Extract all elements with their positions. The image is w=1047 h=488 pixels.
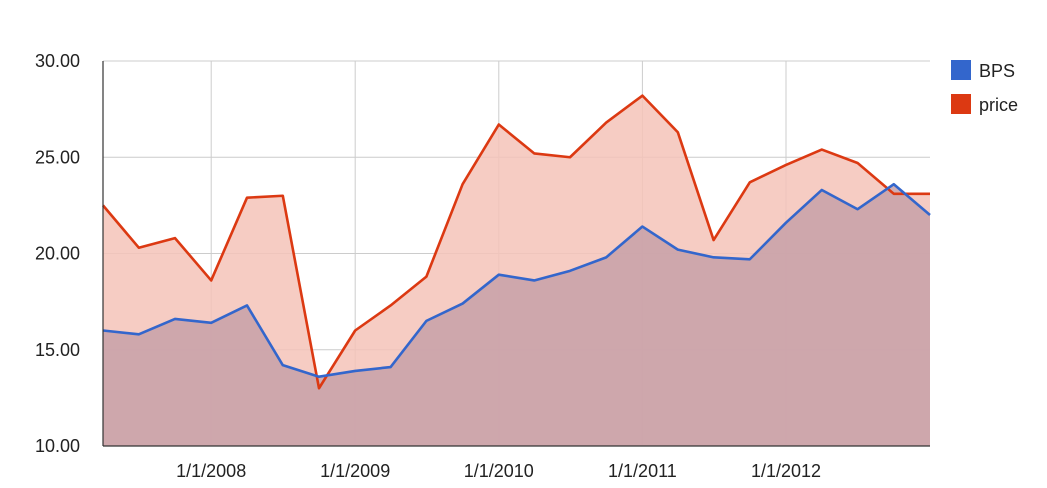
axes [102,61,930,447]
area-bps [103,184,930,446]
legend-label-price: price [979,95,1018,115]
series-areas [103,95,930,447]
x-tick-label: 1/1/2012 [751,461,821,481]
legend: BPS price [951,60,1018,115]
legend-swatch-bps [951,60,971,80]
x-tick-label: 1/1/2008 [176,461,246,481]
x-axis-tick-labels: 1/1/2008 1/1/2009 1/1/2010 1/1/2011 1/1/2012 [176,461,821,481]
x-tick-label: 1/1/2010 [464,461,534,481]
y-tick-label: 30.00 [35,51,80,71]
y-axis-tick-labels: 10.00 15.00 20.00 25.00 30.00 [35,51,80,456]
y-tick-label: 15.00 [35,340,80,360]
line-price [102,94,930,390]
x-tick-label: 1/1/2009 [320,461,390,481]
y-tick-label: 20.00 [35,244,80,264]
x-tick-label: 1/1/2011 [608,461,677,481]
legend-swatch-price [951,94,971,114]
series-lines [102,94,931,390]
legend-label-bps: BPS [979,61,1015,81]
y-tick-label: 10.00 [35,436,80,456]
y-tick-label: 25.00 [35,147,80,167]
line-bps [102,182,931,378]
